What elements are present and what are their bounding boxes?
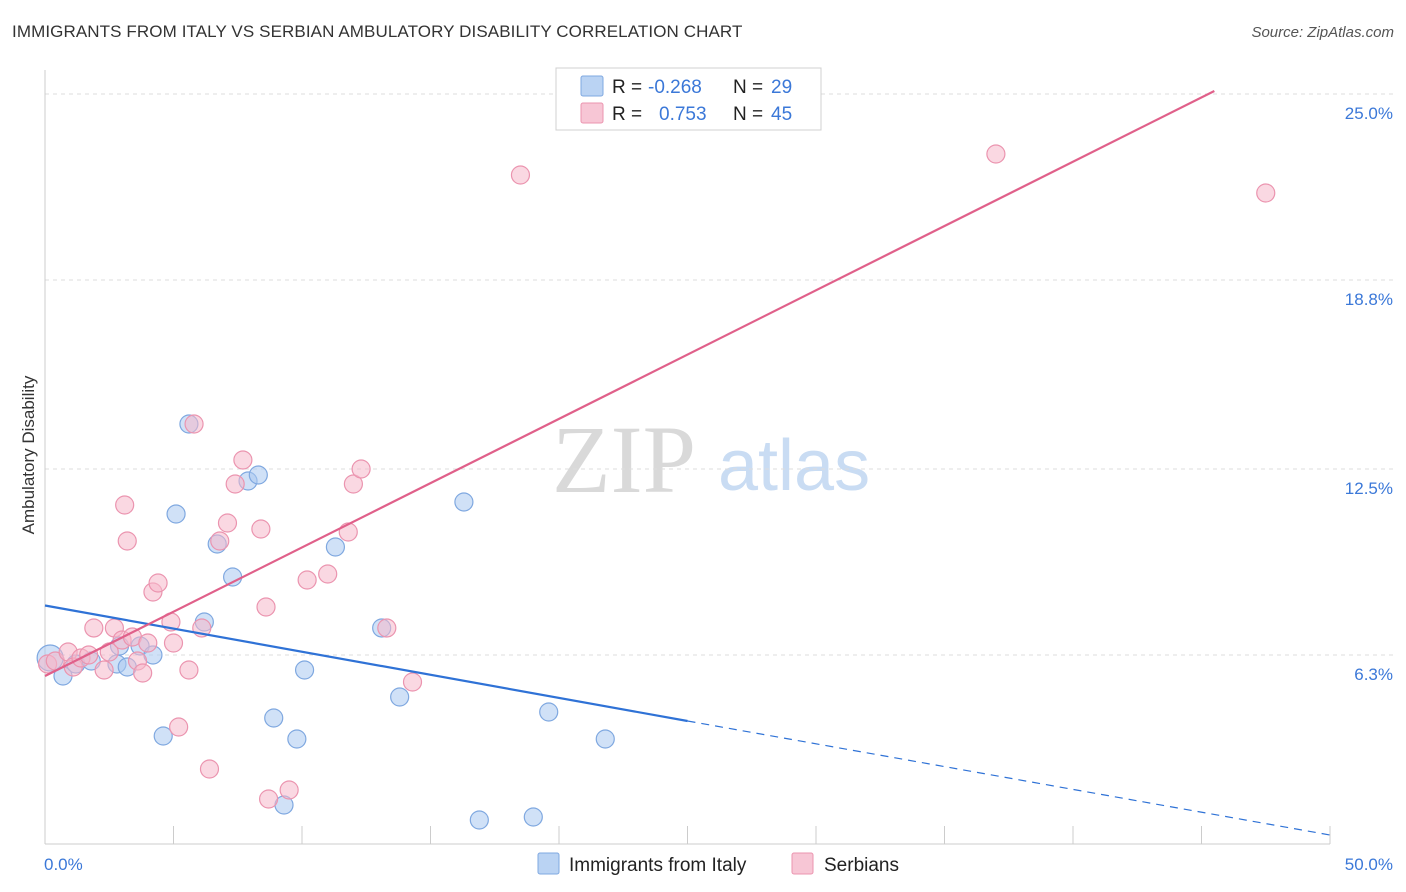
bottom-legend-swatch-italy [537, 852, 560, 875]
watermark-atlas: atlas [718, 426, 870, 506]
trend-lines [44, 90, 1331, 836]
serbians-point [233, 450, 253, 470]
y-tick-label: 18.8% [1345, 290, 1393, 309]
legend-n-label-italy: N = [733, 77, 763, 98]
serbians-point [138, 633, 158, 653]
watermark-zip: ZIP [552, 406, 696, 513]
legend-n-value-serbians: 45 [771, 104, 792, 125]
italy-point [153, 726, 173, 746]
serbians-point [1256, 183, 1276, 203]
italy-point [287, 729, 307, 749]
bottom-legend-swatch-serbians [791, 852, 814, 875]
serbians-point [115, 495, 135, 515]
italy-point [390, 687, 410, 707]
serbians-point [163, 633, 184, 653]
series-legend: Immigrants from Italy Serbians [537, 852, 899, 876]
italy-trend-extension [687, 720, 1331, 836]
legend-r-value-italy: -0.268 [648, 77, 702, 98]
x-ticks [173, 826, 1331, 844]
legend-n-value-italy: 29 [771, 77, 792, 98]
serbians-point [169, 717, 189, 737]
serbians-point [94, 660, 114, 680]
italy-point [166, 504, 186, 524]
legend-swatch-serbians [580, 102, 604, 124]
italy-point [325, 537, 346, 557]
serbians-point [986, 144, 1006, 164]
serbians-point [377, 618, 397, 638]
y-tick-label: 6.3% [1354, 665, 1393, 684]
x-tick-label-min: 0.0% [44, 855, 83, 874]
y-tick-labels: 6.3% 12.5% 18.8% 25.0% [1345, 104, 1393, 684]
italy-point [595, 729, 615, 749]
stats-legend: R = -0.268 N = 29 R = 0.753 N = 45 [555, 67, 822, 131]
gridlines [45, 93, 1393, 656]
serbians-point [402, 672, 423, 692]
serbians-point [199, 759, 220, 779]
serbians-point [297, 570, 317, 590]
serbians-point [351, 459, 371, 479]
serbians-point [279, 780, 299, 800]
serbians-point [217, 513, 238, 533]
bottom-legend-label-serbians: Serbians [824, 855, 899, 876]
serbians-point [84, 618, 104, 638]
serbians-point [338, 522, 358, 542]
legend-r-label-serbians: R = [612, 104, 642, 125]
serbians-point [256, 597, 276, 617]
italy-point [523, 807, 543, 827]
italy-point [248, 465, 268, 485]
serbians-point [179, 660, 199, 680]
serbians-point [184, 414, 204, 434]
italy-point [454, 492, 474, 512]
legend-swatch-italy [580, 75, 604, 97]
serbians-point [258, 789, 279, 809]
data-points [36, 99, 1276, 830]
italy-point [539, 702, 559, 722]
serbians-point [318, 564, 338, 584]
legend-r-value-serbians: 0.753 [659, 104, 707, 125]
y-axis-title: Ambulatory Disability [19, 375, 38, 534]
x-tick-label-max: 50.0% [1345, 855, 1393, 874]
serbians-point [225, 474, 245, 494]
serbians-point [510, 165, 531, 185]
chart-source: Source: ZipAtlas.com [1251, 24, 1394, 41]
y-tick-label: 25.0% [1345, 104, 1393, 123]
chart-title: IMMIGRANTS FROM ITALY VS SERBIAN AMBULAT… [12, 22, 743, 41]
legend-r-label-italy: R = [612, 77, 642, 98]
serbians-point [117, 531, 137, 551]
serbians-point [343, 474, 363, 494]
y-tick-label: 12.5% [1345, 479, 1393, 498]
serbians-trend-line [44, 90, 1215, 677]
legend-n-label-serbians: N = [733, 104, 763, 125]
bottom-legend-label-italy: Immigrants from Italy [569, 855, 747, 876]
italy-point [264, 708, 284, 728]
serbians-point [210, 531, 230, 551]
italy-point [294, 660, 315, 680]
serbians-point [148, 573, 168, 593]
italy-point [469, 810, 489, 830]
italy-trend-line [44, 604, 688, 723]
serbians-point [251, 519, 271, 539]
serbians-point [133, 663, 153, 683]
